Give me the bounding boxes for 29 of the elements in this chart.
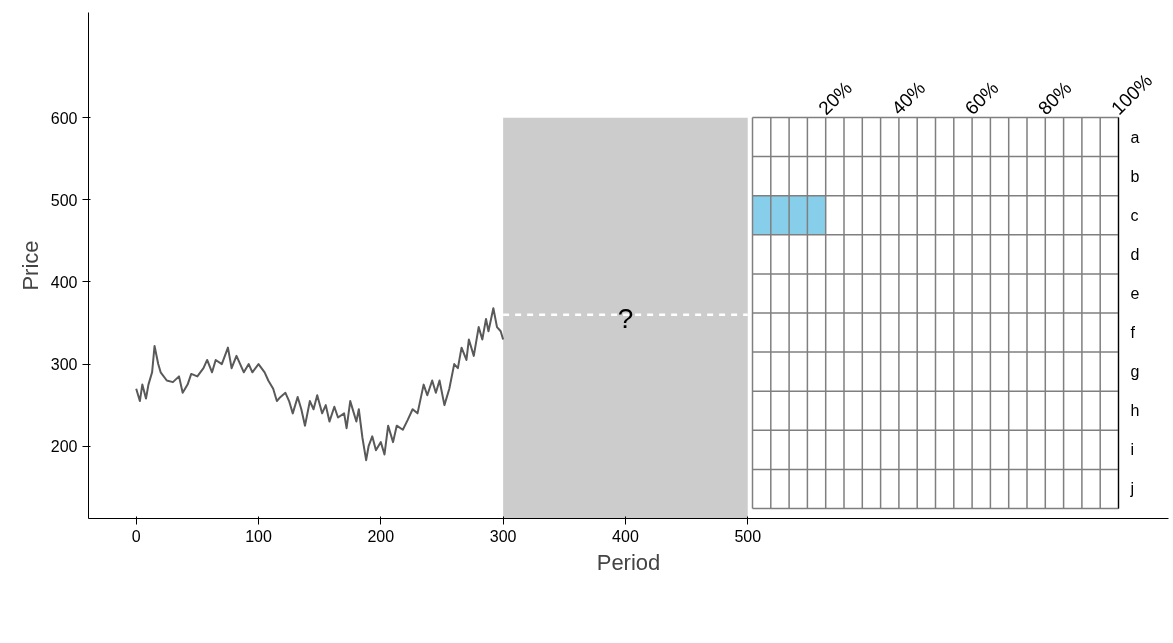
x-tick-label: 200	[367, 527, 395, 545]
y-tick-label: f	[1130, 324, 1136, 342]
x-tick-label: 40%	[887, 77, 930, 119]
line-series	[135, 307, 505, 462]
y-tick-label: a	[1130, 128, 1140, 146]
y-tick-label: 300	[50, 356, 78, 374]
y-tick-label: b	[1130, 167, 1140, 185]
x-tick-label: 60%	[960, 77, 1003, 119]
y-tick-label: d	[1130, 245, 1140, 263]
y-tick-label: c	[1130, 206, 1139, 224]
x-tick-label: 400	[612, 527, 639, 545]
x-tick-label: 80%	[1033, 77, 1076, 119]
y-tick-label: j	[1129, 480, 1135, 498]
x-tick-label: 300	[489, 527, 517, 545]
y-tick-label: 500	[50, 191, 78, 209]
y-tick-label: g	[1130, 363, 1140, 381]
y-tick-label: h	[1130, 402, 1140, 420]
y-tick-label: 200	[50, 438, 78, 456]
y-tick-label: 600	[50, 109, 78, 127]
y-tick-label: 400	[50, 273, 78, 291]
x-tick-label: 0	[131, 527, 141, 545]
x-axis-title: Period	[596, 549, 661, 575]
band-label: ?	[617, 302, 634, 334]
y-tick-label: i	[1130, 441, 1135, 459]
x-tick-label: 100	[245, 527, 272, 545]
y-axis-title: Price	[17, 240, 43, 291]
x-tick-label: 500	[734, 527, 762, 545]
y-tick-label: e	[1130, 285, 1140, 303]
x-tick-label: 20%	[814, 77, 857, 119]
